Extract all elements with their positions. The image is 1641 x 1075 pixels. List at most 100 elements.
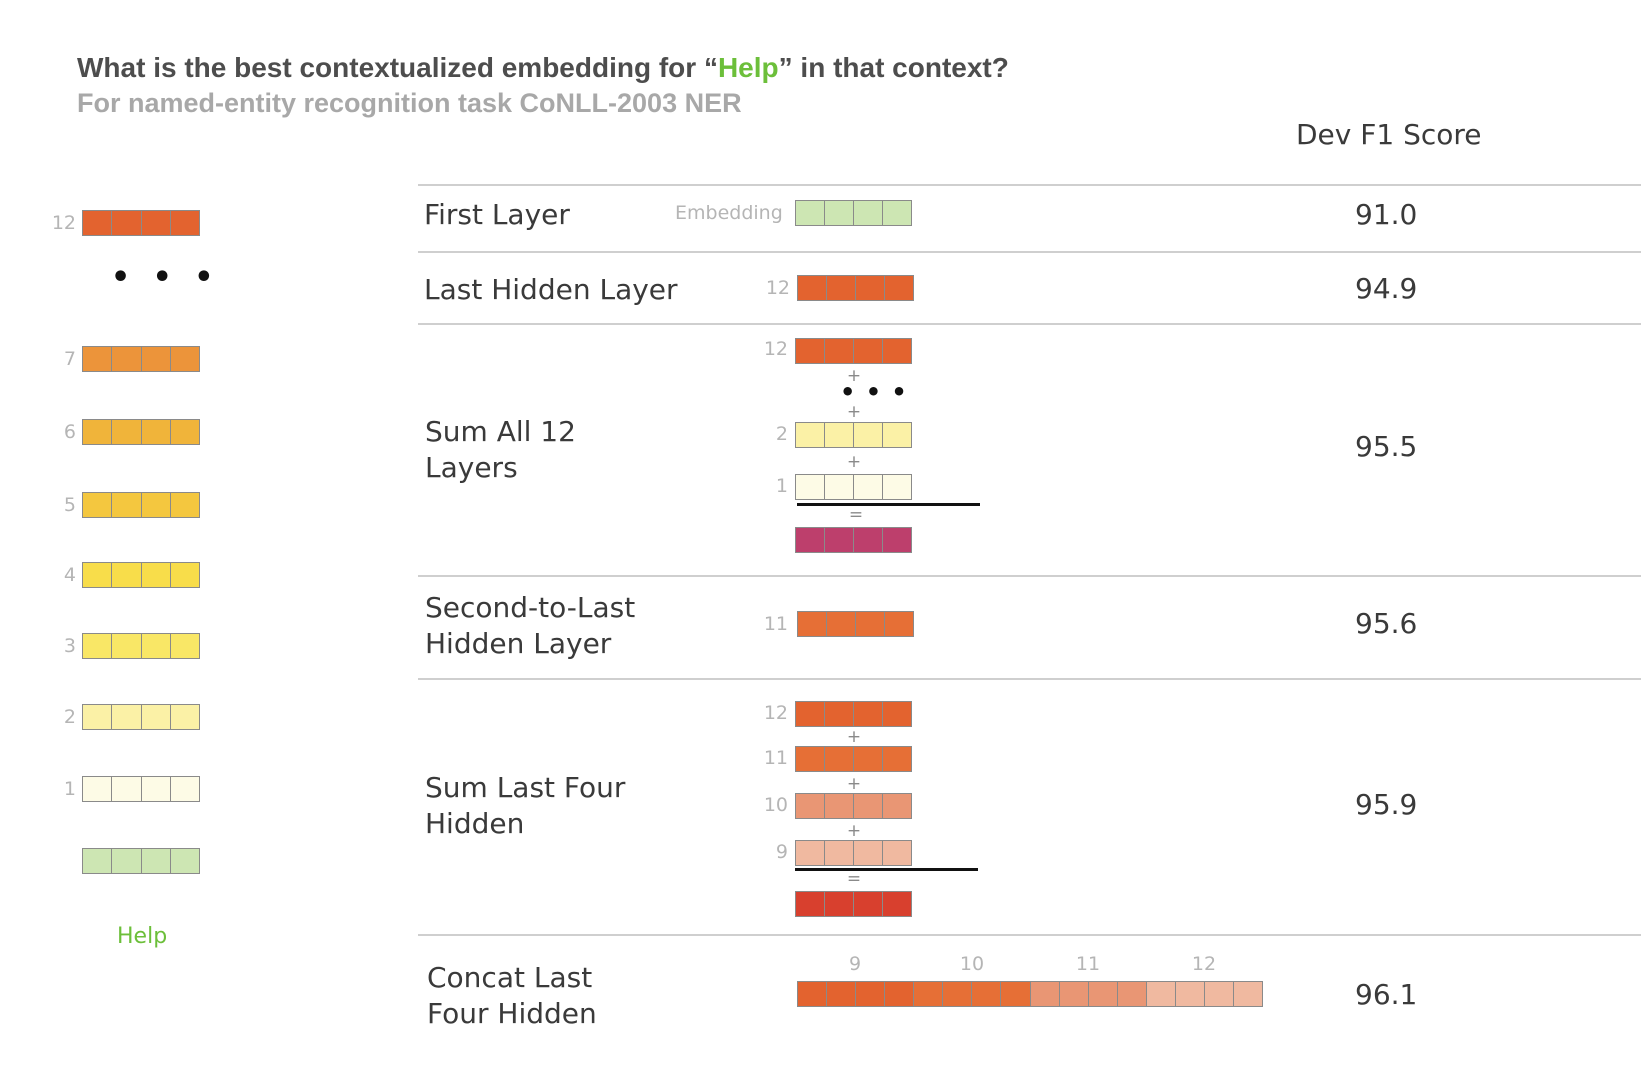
vector-cell xyxy=(170,420,199,444)
layer-label: 9 xyxy=(775,841,788,863)
layer-label: 1 xyxy=(775,475,788,497)
vector-cell xyxy=(885,276,913,300)
vector-cell xyxy=(883,339,911,363)
vector-cell xyxy=(83,211,113,235)
vector-cell xyxy=(112,849,142,873)
concat-label: 10 xyxy=(959,953,985,975)
vector-cell xyxy=(827,276,856,300)
vector-cell xyxy=(885,982,915,1006)
score-sum-all: 95.5 xyxy=(1355,430,1418,463)
vector-cell xyxy=(854,201,883,225)
stack-layer-label: 3 xyxy=(63,635,76,657)
row-label-sum-last-four: Sum Last Four Hidden xyxy=(425,771,626,840)
vector-cell xyxy=(854,794,883,818)
vector-cell xyxy=(883,201,911,225)
sum-ellipsis: • • • xyxy=(840,378,908,406)
vector-cell xyxy=(825,201,854,225)
vector-cell xyxy=(825,339,854,363)
vector-cell xyxy=(798,276,827,300)
vector-cell xyxy=(854,423,883,447)
plus-sign: + xyxy=(846,774,862,794)
vector-cell xyxy=(883,892,911,916)
row-label-last-hidden: Last Hidden Layer xyxy=(424,273,678,306)
vector-cell xyxy=(141,420,171,444)
vector-cell xyxy=(112,347,142,371)
layer-12-vector xyxy=(795,701,912,727)
layer-2-vector xyxy=(795,422,912,448)
concat-vector xyxy=(797,981,1263,1007)
stack-layer-label: 4 xyxy=(63,564,76,586)
vector-cell xyxy=(141,211,171,235)
score-first-layer: 91.0 xyxy=(1355,198,1418,231)
equals-sign: = xyxy=(846,869,862,889)
stack-layer-5-vector xyxy=(82,492,200,518)
row-divider xyxy=(418,934,1641,936)
vector-cell xyxy=(943,982,973,1006)
vector-cell xyxy=(170,705,199,729)
vector-cell xyxy=(170,563,199,587)
plus-sign: + xyxy=(846,727,862,747)
stack-layer-2-vector xyxy=(82,704,200,730)
row-divider xyxy=(418,575,1641,577)
vector-cell xyxy=(1204,982,1234,1006)
vector-cell xyxy=(83,563,113,587)
vector-cell xyxy=(825,528,854,552)
stack-layer-4-vector xyxy=(82,562,200,588)
vector-cell xyxy=(796,423,825,447)
layer-label: 10 xyxy=(763,794,788,816)
vector-cell xyxy=(796,475,825,499)
vector-cell xyxy=(796,702,825,726)
sum-four-result-vector xyxy=(795,891,912,917)
layer-label: 12 xyxy=(763,702,788,724)
vector-cell xyxy=(796,794,825,818)
vector-cell xyxy=(796,892,825,916)
vector-cell xyxy=(112,777,142,801)
concat-label: 9 xyxy=(848,953,862,975)
equals-sign: = xyxy=(848,505,864,525)
vector-cell xyxy=(170,777,199,801)
stack-layer-3-vector xyxy=(82,633,200,659)
layer-10-vector xyxy=(795,793,912,819)
vector-cell xyxy=(112,634,142,658)
vector-cell xyxy=(883,528,911,552)
vector-cell xyxy=(883,747,911,771)
stack-layer-label: 12 xyxy=(51,212,76,234)
vector-cell xyxy=(112,563,142,587)
vector-cell xyxy=(854,892,883,916)
embedding-vector xyxy=(795,200,912,226)
vector-cell xyxy=(856,982,886,1006)
figure-title: What is the best contextualized embeddin… xyxy=(77,52,1009,84)
vector-cell xyxy=(141,563,171,587)
row-label-sum-all: Sum All 12 Layers xyxy=(425,415,576,484)
vector-cell xyxy=(83,347,113,371)
figure-subtitle: For named-entity recognition task CoNLL-… xyxy=(77,88,742,118)
plus-sign: + xyxy=(846,821,862,841)
vector-cell xyxy=(1030,982,1060,1006)
vector-cell xyxy=(798,982,828,1006)
vector-cell xyxy=(170,493,199,517)
layer-label: 11 xyxy=(763,747,788,769)
vector-cell xyxy=(856,276,885,300)
stack-layer-1-vector xyxy=(82,776,200,802)
stack-layer-label: 1 xyxy=(63,778,76,800)
vector-cell xyxy=(883,702,911,726)
layer-12-vector xyxy=(795,338,912,364)
vector-cell xyxy=(141,777,171,801)
vector-cell xyxy=(854,747,883,771)
vector-cell xyxy=(796,841,825,865)
row-label-first-layer: First Layer xyxy=(424,198,570,231)
concat-label: 11 xyxy=(1075,953,1101,975)
vector-cell xyxy=(883,475,911,499)
vector-cell xyxy=(1088,982,1118,1006)
vector-cell xyxy=(112,211,142,235)
row-label-second-to-last: Second-to-Last Hidden Layer xyxy=(425,591,636,660)
title-highlight-word: Help xyxy=(717,52,779,83)
vector-cell xyxy=(141,347,171,371)
vector-cell xyxy=(141,634,171,658)
vector-cell xyxy=(854,528,883,552)
vector-cell xyxy=(1059,982,1089,1006)
plus-sign: + xyxy=(846,452,862,472)
vector-cell xyxy=(1146,982,1176,1006)
vector-cell xyxy=(796,201,825,225)
vector-cell xyxy=(141,493,171,517)
